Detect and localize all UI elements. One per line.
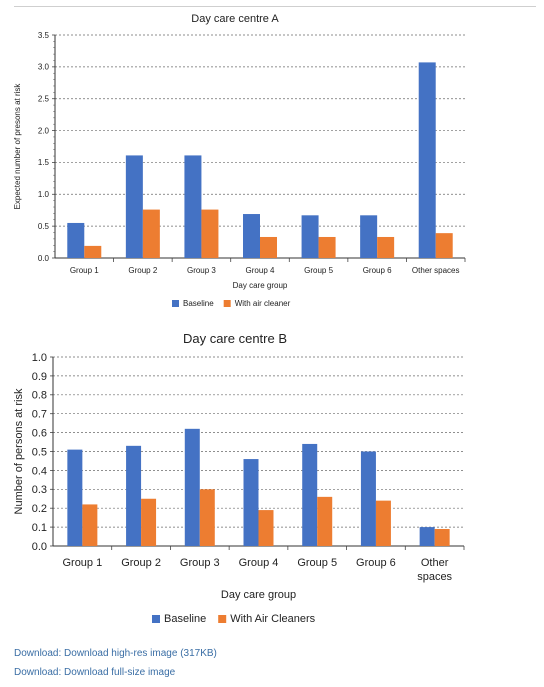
x-tick-label: Group 1 bbox=[62, 557, 102, 569]
y-tick-label: 3.0 bbox=[38, 63, 50, 72]
y-tick-label: 1.0 bbox=[32, 352, 47, 364]
y-tick-label: 3.5 bbox=[38, 31, 50, 40]
bar-air-cleaner bbox=[84, 245, 102, 258]
y-tick-label: 0.7 bbox=[32, 409, 47, 421]
bar-baseline bbox=[302, 443, 318, 546]
x-tick-label: Group 3 bbox=[180, 557, 220, 569]
bar-air-cleaner bbox=[375, 500, 391, 546]
legend-swatch bbox=[218, 615, 227, 623]
legend-swatch bbox=[172, 300, 179, 307]
y-axis-label: Expected number of presons at risk bbox=[13, 83, 22, 210]
legend-entry: Baseline bbox=[183, 299, 214, 308]
y-tick-label: 2.5 bbox=[38, 95, 50, 104]
top-divider bbox=[14, 6, 536, 7]
bar-baseline bbox=[418, 62, 436, 259]
bar-air-cleaner bbox=[141, 498, 157, 546]
x-axis-label: Day care group bbox=[221, 589, 296, 601]
y-tick-label: 0.5 bbox=[32, 446, 47, 458]
bar-baseline bbox=[126, 445, 142, 546]
bar-air-cleaner bbox=[317, 496, 333, 546]
bar-air-cleaner bbox=[434, 528, 450, 546]
y-tick-label: 1.0 bbox=[38, 190, 50, 199]
download-highres-link[interactable]: Download: Download high-res image (317KB… bbox=[14, 648, 217, 659]
x-tick-label: Other spaces bbox=[417, 557, 452, 583]
legend-entry: With air cleaner bbox=[235, 299, 291, 308]
bar-baseline bbox=[243, 459, 259, 546]
legend-swatch bbox=[223, 300, 231, 307]
y-tick-label: 0.8 bbox=[32, 390, 47, 402]
chart-title: Day care centre A bbox=[191, 13, 279, 25]
chart-day-care-centre-a: Day care centre A 0.0 0.5 1.0 1.5 2.0 2.5 3.0 3.… bbox=[13, 13, 466, 308]
x-tick-label: Group 2 bbox=[121, 557, 161, 569]
x-tick-label: Group 5 bbox=[304, 266, 333, 275]
y-tick-label: 0.1 bbox=[32, 522, 47, 534]
x-tick-label: Group 6 bbox=[356, 557, 396, 569]
y-tick-label: 0.9 bbox=[32, 371, 47, 383]
legend-entry: With Air Cleaners bbox=[230, 613, 315, 625]
bar-baseline bbox=[125, 155, 143, 258]
bar-baseline bbox=[67, 449, 83, 546]
bar-baseline bbox=[243, 214, 260, 258]
y-tick-label: 0.6 bbox=[32, 427, 47, 439]
y-axis-label: Number of persons at risk bbox=[13, 388, 25, 514]
chart-day-care-centre-b: Day care centre B 0.0 0.1 0.2 0.3 0.4 0.5 0.6 0.… bbox=[13, 331, 465, 625]
bar-baseline bbox=[360, 451, 376, 546]
x-tick-label: Other spaces bbox=[412, 266, 460, 275]
bar-air-cleaner bbox=[142, 209, 160, 258]
x-tick-label: Group 5 bbox=[297, 557, 337, 569]
legend-swatch bbox=[152, 615, 160, 623]
bar-air-cleaner bbox=[318, 236, 336, 258]
y-tick-label: 0.0 bbox=[32, 541, 47, 553]
x-tick-label: Group 6 bbox=[363, 266, 392, 275]
bar-air-cleaner bbox=[377, 236, 395, 258]
y-tick-label: 0.3 bbox=[32, 484, 47, 496]
bar-baseline bbox=[419, 527, 435, 546]
x-tick-label: Group 2 bbox=[128, 266, 157, 275]
bar-air-cleaner bbox=[260, 236, 277, 258]
y-tick-label: 0.0 bbox=[38, 254, 50, 263]
y-tick-label: 2.0 bbox=[38, 126, 50, 135]
bar-baseline bbox=[360, 215, 378, 258]
x-tick-label: Group 4 bbox=[246, 266, 275, 275]
bar-air-cleaner bbox=[199, 489, 215, 546]
bar-baseline bbox=[184, 428, 200, 546]
bar-air-cleaner bbox=[82, 504, 98, 546]
chart-title: Day care centre B bbox=[183, 331, 287, 346]
download-links: Download: Download high-res image (317KB… bbox=[14, 644, 217, 682]
x-tick-label: Group 1 bbox=[70, 266, 99, 275]
y-tick-label: 0.5 bbox=[38, 222, 50, 231]
bar-baseline bbox=[67, 222, 85, 258]
bar-baseline bbox=[301, 215, 319, 258]
bar-air-cleaner bbox=[435, 233, 453, 258]
legend-entry: Baseline bbox=[164, 613, 206, 625]
download-fullsize-link[interactable]: Download: Download full-size image bbox=[14, 667, 176, 678]
y-tick-label: 0.4 bbox=[32, 465, 47, 477]
x-tick-label: Group 3 bbox=[187, 266, 216, 275]
x-tick-label: Group 4 bbox=[239, 557, 279, 569]
bar-air-cleaner bbox=[258, 510, 274, 546]
x-axis-label: Day care group bbox=[233, 281, 288, 290]
y-tick-label: 0.2 bbox=[32, 503, 47, 515]
bar-air-cleaner bbox=[201, 209, 219, 258]
y-tick-label: 1.5 bbox=[38, 158, 50, 167]
bar-baseline bbox=[184, 155, 202, 258]
